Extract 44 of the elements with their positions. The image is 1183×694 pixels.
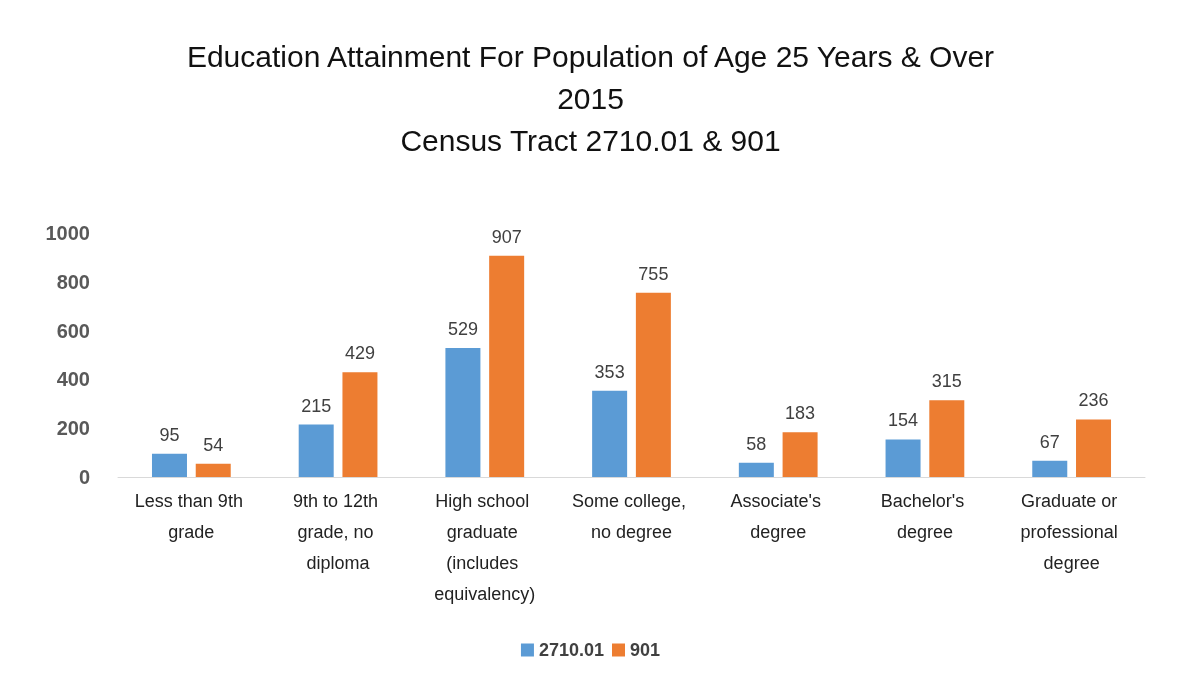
bar — [151, 453, 187, 477]
y-tick-label: 800 — [56, 270, 90, 293]
data-label: 67 — [1039, 431, 1060, 452]
bar — [1032, 460, 1068, 477]
legend-label: 901 — [630, 640, 661, 660]
x-tick-label: Some college, no degree — [571, 490, 692, 542]
data-label: 183 — [785, 403, 816, 424]
bar — [592, 390, 628, 477]
bar — [489, 255, 525, 477]
bar — [929, 400, 965, 477]
x-tick-label: Less than 9th grade — [134, 490, 248, 542]
y-tick-label: 200 — [56, 417, 90, 440]
data-label: 215 — [301, 395, 332, 416]
y-tick-label: 0 — [78, 466, 90, 488]
bar — [195, 463, 231, 477]
data-label: 907 — [491, 226, 522, 247]
x-tick-label: Bachelor's degree — [880, 490, 970, 542]
data-label: 58 — [746, 433, 767, 454]
bar — [445, 347, 481, 477]
data-label: 154 — [888, 410, 919, 431]
y-tick-label: 600 — [56, 319, 90, 342]
x-tick-label: 9th to 12th grade, no diploma — [293, 490, 384, 573]
bar — [635, 292, 671, 477]
data-label: 95 — [159, 424, 180, 445]
x-tick-label: Associate's degree — [730, 490, 826, 542]
bar — [885, 439, 921, 477]
y-tick-label: 1000 — [45, 222, 90, 244]
bar — [738, 462, 774, 477]
bar — [1076, 419, 1112, 477]
x-tick-label: Graduate or professional degree — [1020, 490, 1123, 573]
legend-label: 2710.01 — [538, 640, 605, 660]
data-label: 529 — [447, 318, 478, 339]
data-label: 353 — [594, 361, 625, 382]
bar — [298, 424, 334, 477]
data-label: 429 — [344, 343, 375, 364]
bar — [782, 432, 818, 477]
data-label: 54 — [203, 434, 224, 455]
data-label: 755 — [638, 263, 669, 284]
x-tick-label: High school graduate (includes equivalency) — [434, 490, 536, 604]
y-tick-label: 400 — [56, 368, 90, 391]
data-label: 236 — [1078, 390, 1109, 411]
bar — [342, 372, 378, 477]
data-label: 315 — [931, 371, 962, 392]
chart-title: Education Attainment For Population of Age 25 Years & Over 2015 Census Tract 2710.01 & 901 — [186, 39, 995, 157]
